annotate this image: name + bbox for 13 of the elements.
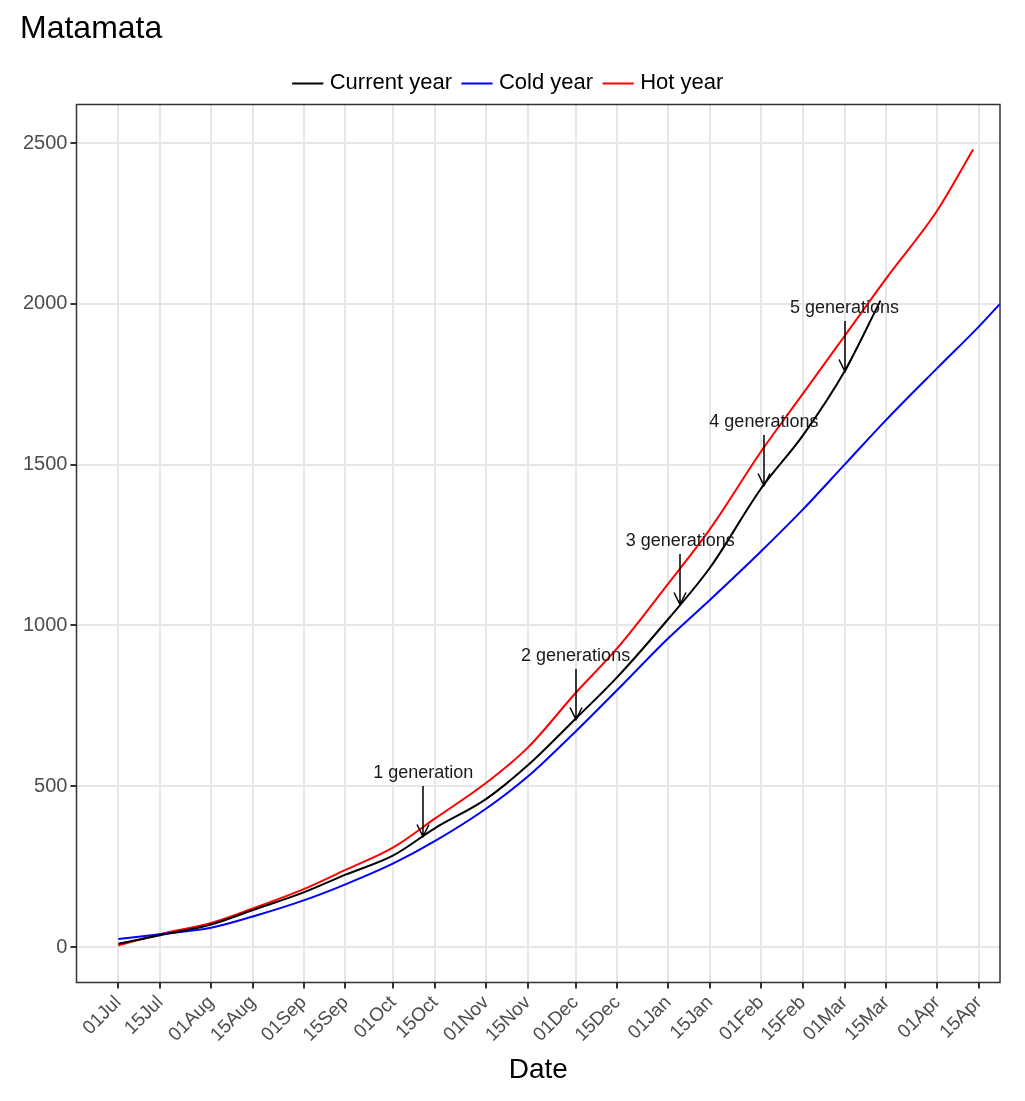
- line-series: [117, 148, 975, 947]
- legend-label: Cold year: [498, 69, 594, 95]
- x-axis-title: Date: [508, 1052, 568, 1084]
- chart-title: Matamata: [20, 9, 163, 46]
- y-tick-label: 0: [56, 934, 68, 957]
- legend-label: Current year: [329, 69, 452, 95]
- y-tick-label: 500: [34, 773, 68, 796]
- y-tick-label: 2500: [22, 130, 68, 153]
- y-tick-label: 1000: [22, 612, 68, 635]
- y-tick-label: 2000: [22, 291, 68, 314]
- annotation: 1 generation: [373, 761, 474, 782]
- y-tick-label: 1500: [22, 452, 68, 475]
- legend-label: Hot year: [640, 69, 724, 95]
